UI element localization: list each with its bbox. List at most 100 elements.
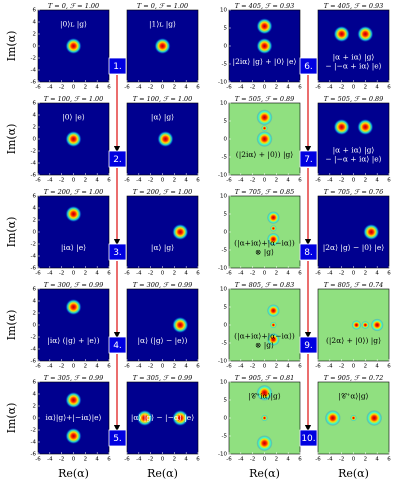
- x-tick-label: -2: [59, 457, 64, 463]
- x-tick-label: 0: [263, 271, 267, 277]
- x-tick-label: 6: [107, 457, 111, 463]
- x-tick-label: 2: [173, 457, 177, 463]
- x-tick-label: -2: [59, 271, 64, 277]
- y-tick-label: 10: [220, 8, 227, 14]
- x-tick-label: 0: [352, 271, 356, 277]
- y-axis-label: Im(α): [5, 310, 18, 341]
- wigner-peak: [333, 26, 350, 42]
- wigner-peak: [366, 410, 383, 426]
- x-tick-label: 0: [352, 85, 356, 91]
- x-tick-label: -6: [35, 85, 41, 91]
- x-tick-label: 6: [298, 364, 302, 370]
- state-label: |𝒞⁺α⟩|g⟩: [338, 391, 368, 400]
- x-tick-label: 4: [184, 271, 188, 277]
- wigner-peak: [266, 211, 280, 225]
- step-box: [299, 429, 318, 447]
- x-tick-label: 6: [107, 85, 111, 91]
- state-label: |0⟩ʟ |g⟩: [60, 19, 87, 28]
- x-tick-label: -2: [250, 457, 255, 463]
- state-label: − |−α + iα⟩ |e⟩: [325, 154, 381, 163]
- x-tick-label: 2: [84, 364, 88, 370]
- y-tick-label: 2: [33, 125, 37, 131]
- x-tick-label: 2: [173, 364, 177, 370]
- x-tick-label: -2: [339, 364, 344, 370]
- panel: T = 300, ℱ = 0.99 |α⟩ (|g⟩ − |e⟩) -6 -4 -2 0 2…: [124, 281, 200, 370]
- y-tick-label: -6: [31, 173, 37, 179]
- x-tick-label: 6: [196, 457, 200, 463]
- state-label: (|2iα⟩ + |0⟩) |g⟩: [236, 150, 294, 159]
- x-tick-label: 4: [286, 457, 290, 463]
- panel-header: T = 0, ℱ = 1.00: [48, 2, 99, 10]
- state-label: |0⟩ |e⟩: [62, 112, 85, 121]
- panel-header: T = 405, ℱ = 0.93: [324, 2, 384, 10]
- x-tick-label: 2: [275, 457, 279, 463]
- x-tick-label: 0: [161, 271, 165, 277]
- x-tick-label: -6: [315, 85, 321, 91]
- y-tick-label: 5: [224, 305, 228, 311]
- state-label: |𝒞⁺iα⟩|g⟩: [248, 391, 281, 400]
- x-tick-label: -6: [124, 271, 130, 277]
- x-tick-label: 0: [161, 85, 165, 91]
- x-axis-label: Re(α): [338, 467, 369, 480]
- panel-header: T = 505, ℱ = 0.89: [235, 95, 295, 103]
- x-tick-label: -4: [136, 457, 142, 463]
- panel: T = 300, ℱ = 0.99 |iα⟩ (|g⟩ + |e⟩) -6 -4 -2 0…: [5, 281, 111, 370]
- y-tick-label: -5: [222, 62, 228, 68]
- step-box: [299, 336, 318, 354]
- x-tick-label: 6: [196, 364, 200, 370]
- y-tick-label: 0: [224, 44, 228, 50]
- wigner-peak: [172, 410, 189, 426]
- x-tick-label: -2: [250, 178, 255, 184]
- x-tick-label: -4: [136, 85, 142, 91]
- x-tick-label: 0: [263, 457, 267, 463]
- x-tick-label: -2: [250, 85, 255, 91]
- x-tick-label: -6: [226, 457, 232, 463]
- x-tick-label: 6: [387, 457, 391, 463]
- panel: T = 805, ℱ = 0.74 (|2α⟩ + |0⟩) |g⟩ -6 -4 -2 0…: [315, 281, 391, 370]
- x-tick-label: -6: [124, 178, 130, 184]
- y-axis-label: Im(α): [5, 124, 18, 155]
- state-label: |iα⟩ |e⟩: [61, 243, 86, 252]
- state-label: (|2α⟩ + |0⟩) |g⟩: [326, 336, 381, 345]
- x-tick-label: 0: [72, 457, 76, 463]
- x-tick-label: -2: [148, 271, 153, 277]
- x-tick-label: 0: [263, 85, 267, 91]
- y-tick-label: 6: [33, 101, 37, 107]
- step-box: [299, 57, 318, 75]
- x-axis-label: Re(α): [147, 467, 178, 480]
- panel-background: [317, 9, 390, 83]
- wigner-peak: [65, 38, 82, 54]
- state-label: |α⟩ |g⟩: [151, 243, 174, 252]
- x-tick-label: -6: [226, 85, 232, 91]
- y-tick-label: 6: [33, 287, 37, 293]
- x-tick-label: 6: [298, 85, 302, 91]
- x-tick-label: -4: [327, 178, 333, 184]
- wigner-peak: [65, 428, 82, 444]
- x-tick-label: -4: [47, 178, 53, 184]
- x-tick-label: -2: [250, 364, 255, 370]
- y-tick-label: -10: [218, 173, 227, 179]
- x-tick-label: 4: [375, 85, 379, 91]
- x-tick-label: 2: [84, 85, 88, 91]
- x-tick-label: -2: [250, 271, 255, 277]
- panel: T = 305, ℱ = 0.99 iα⟩|g⟩+|−iα⟩|e⟩ -6 -4 -2 0 2…: [5, 374, 111, 480]
- panel-background: [228, 195, 301, 269]
- y-tick-label: -10: [218, 80, 227, 86]
- x-tick-label: -6: [226, 364, 232, 370]
- x-tick-label: 2: [364, 271, 368, 277]
- x-tick-label: -4: [136, 271, 142, 277]
- y-tick-label: 4: [33, 206, 37, 212]
- panel: T = 905, ℱ = 0.72 |𝒞⁺α⟩|g⟩ -6 -4 -2 0 2 4 6 Re(α): [315, 374, 391, 480]
- x-tick-label: 4: [95, 457, 99, 463]
- y-tick-label: 2: [33, 311, 37, 317]
- x-tick-label: 2: [364, 85, 368, 91]
- x-tick-label: -4: [238, 457, 244, 463]
- y-axis-label: Im(α): [5, 31, 18, 62]
- x-tick-label: 0: [72, 178, 76, 184]
- y-tick-label: -2: [31, 149, 36, 155]
- x-tick-label: 4: [95, 271, 99, 277]
- x-tick-label: 6: [387, 271, 391, 277]
- state-label: |α⟩ (|g⟩ − |e⟩): [138, 336, 188, 345]
- y-tick-label: 0: [224, 323, 228, 329]
- x-tick-label: 0: [72, 271, 76, 277]
